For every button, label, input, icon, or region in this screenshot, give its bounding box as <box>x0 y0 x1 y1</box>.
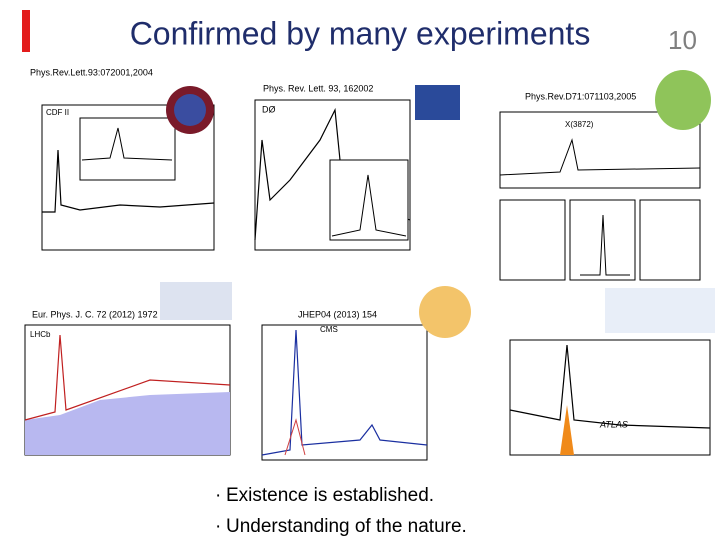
bullet: Existence is established. <box>226 485 434 506</box>
plot-image: X(3872) <box>499 111 701 281</box>
accent-bar <box>22 10 30 52</box>
reference: Phys.Rev.Lett.93:072001,2004 <box>30 67 153 77</box>
plot-image: ATLAS <box>509 339 711 456</box>
plot-label: X(3872) <box>565 120 594 129</box>
logo <box>655 70 711 130</box>
logo <box>174 94 206 126</box>
page-number: 10 <box>668 25 697 55</box>
logo <box>419 286 471 338</box>
bullet: Understanding of the nature. <box>226 516 467 537</box>
plot-label: DØ <box>262 104 276 114</box>
plot-image: CDF II <box>41 104 215 251</box>
logo <box>605 288 715 333</box>
bullet-marker: · <box>215 516 221 537</box>
plot-image: CMS <box>261 324 428 461</box>
plot-label: CMS <box>320 325 338 334</box>
bullet-marker: · <box>215 485 221 506</box>
plot-label: LHCb <box>30 330 51 339</box>
plot-image: DØ <box>254 99 411 251</box>
logo <box>160 282 232 320</box>
logo <box>415 85 460 120</box>
plot-label: CDF II <box>46 108 69 117</box>
plot-image: LHCb <box>24 324 231 456</box>
slide-title: Confirmed by many experiments <box>130 15 591 51</box>
plot-label: ATLAS <box>599 419 628 429</box>
reference: JHEP04 (2013) 154 <box>298 309 377 319</box>
reference: Eur. Phys. J. C. 72 (2012) 1972 <box>32 309 158 319</box>
reference: Phys.Rev.D71:071103,2005 <box>525 91 636 101</box>
reference: Phys. Rev. Lett. 93, 162002 <box>263 83 373 93</box>
